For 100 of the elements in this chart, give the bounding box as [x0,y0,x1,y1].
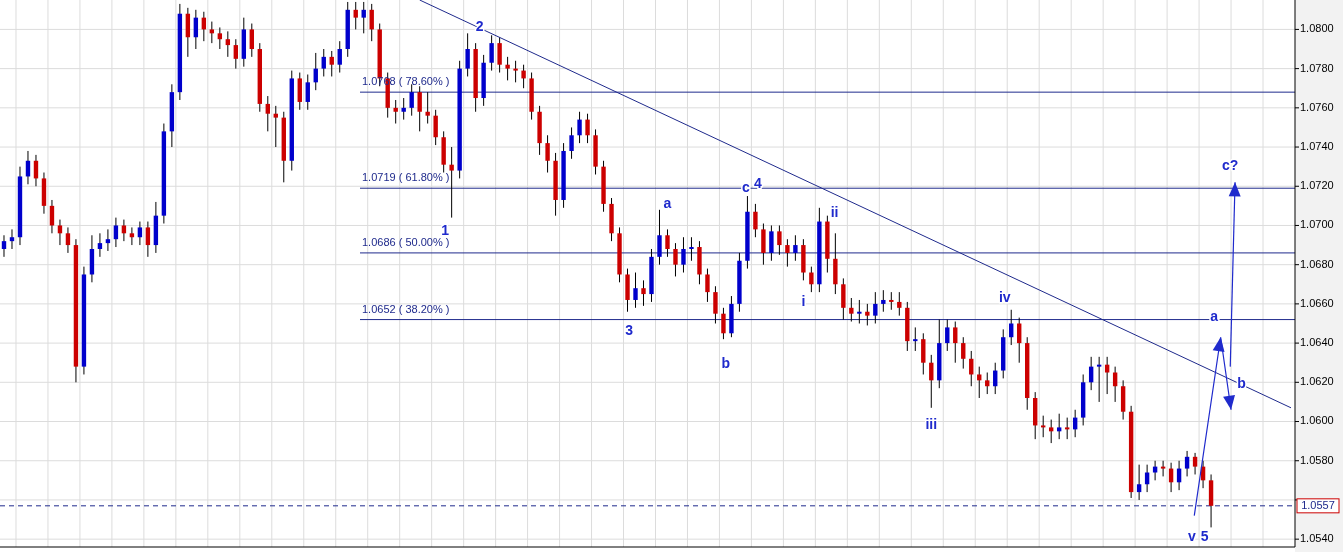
annotation: 5 [1200,527,1209,544]
candlestick [769,224,774,262]
candlestick [321,48,326,77]
candlestick [985,372,990,395]
candlestick [137,221,143,246]
candlestick [681,236,686,274]
candlestick [513,60,518,83]
candlestick [881,289,886,313]
candlestick [9,228,15,250]
candlestick [865,303,870,326]
y-tick-label: 1.0640 [1300,336,1334,349]
candlestick [1136,464,1142,501]
candlestick [505,56,510,81]
y-tick-label: 1.0580 [1300,453,1334,466]
candlestick [145,221,151,258]
candlestick [809,266,814,293]
candlestick [417,85,422,132]
candlestick [105,228,111,252]
candlestick [545,134,550,174]
candlestick [425,91,430,125]
annotation: iv [998,288,1011,305]
candlestick [329,50,334,77]
candlestick [777,224,782,256]
candlestick [113,217,119,248]
candlestick [121,219,127,242]
candlestick [761,223,766,266]
candlestick [897,291,902,317]
candlestick [1104,356,1110,395]
y-tick-label: 1.0800 [1300,22,1334,35]
candlestick [673,242,678,277]
annotation: iii [925,416,938,433]
annotation: c? [1222,157,1239,174]
candlestick [873,291,878,324]
candlestick [1056,413,1062,440]
candlestick [1009,309,1014,346]
candlestick [409,83,414,117]
y-tick-label: 1.0720 [1300,179,1334,192]
candlestick [433,109,438,146]
y-tick-label: 1.0540 [1300,532,1334,545]
candlestick [337,40,342,74]
candlestick [977,366,982,399]
candlestick [793,234,798,262]
y-tick-label: 1.0660 [1300,296,1334,309]
candlestick [1048,419,1054,444]
candlestick [1144,464,1150,493]
y-tick-label: 1.0740 [1300,139,1334,152]
annotation: 4 [753,175,762,191]
candlestick [249,23,254,58]
candlestick [217,26,223,50]
candlestick [705,268,710,303]
y-tick-label: 1.0760 [1300,100,1334,113]
candlestick [753,203,758,238]
candlestick [65,226,71,254]
candlestick [361,1,366,34]
candlestick [657,209,662,266]
candlestick [945,319,950,352]
y-tick-label: 1.0620 [1300,375,1334,388]
candlestick [849,297,854,323]
candlestick [297,72,302,111]
annotation: v [1187,527,1196,544]
ref-line-label: 1.0652 ( 38.20% ) [362,302,450,315]
candlestick [401,97,406,121]
candlestick [713,285,718,324]
candlestick [1192,452,1198,475]
annotation: a [663,194,672,211]
y-tick-label: 1.0780 [1300,61,1334,74]
candlestick [1017,317,1022,364]
candlestick [785,238,790,268]
candlestick [569,126,574,160]
candlestick [577,111,582,144]
candlestick [857,299,862,324]
candlestick [921,332,926,375]
candlestick [353,1,358,30]
candlestick [721,307,726,340]
ref-line-label: 1.0557 [1301,498,1335,511]
candlestick [641,279,646,307]
candlestick [273,105,278,148]
annotation: 3 [625,322,634,339]
candlestick [489,34,494,72]
candlestick [97,232,103,258]
candlestick [265,95,270,132]
y-tick-label: 1.0680 [1300,257,1334,270]
candlestick [521,64,526,89]
candlestick [449,146,454,219]
candlestick [1184,450,1190,477]
candlestick [665,228,670,258]
candlestick [305,74,310,111]
candlestick [497,36,502,74]
annotation: b [721,355,731,372]
candlestick [961,336,966,370]
y-tick-label: 1.0700 [1300,218,1334,231]
candlestick [841,277,846,321]
candlestick [57,219,63,246]
annotation: ii [830,204,839,221]
candlestick [393,99,398,125]
ref-line-label: 1.0719 ( 61.80% ) [362,171,450,184]
candlestick [585,113,590,144]
candlestick [225,30,231,58]
candlestick [233,38,239,70]
candlestick [209,21,215,44]
